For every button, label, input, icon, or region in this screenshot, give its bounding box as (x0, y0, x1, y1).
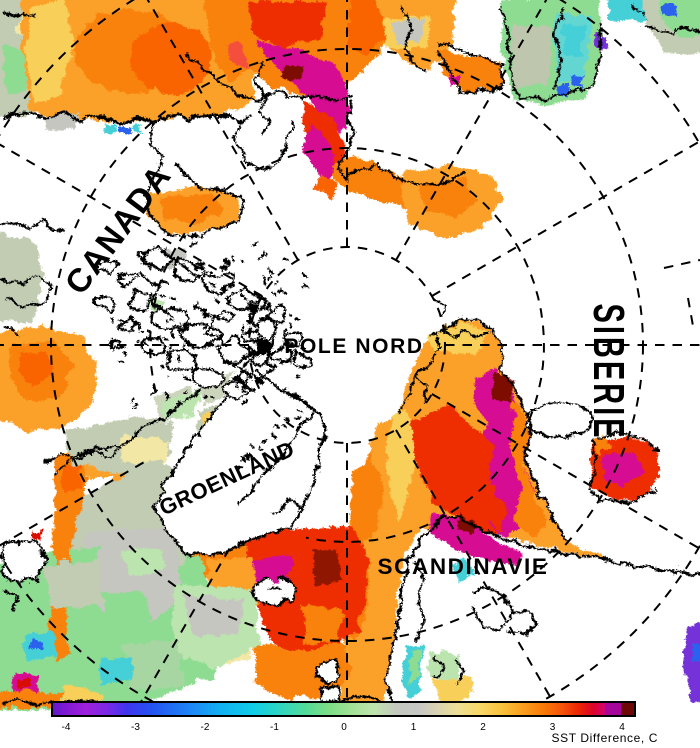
svg-text:1: 1 (411, 722, 417, 733)
svg-text:SST Difference, C: SST Difference, C (552, 731, 658, 745)
svg-text:SIBERIE: SIBERIE (585, 304, 633, 441)
svg-text:SCANDINAVIE: SCANDINAVIE (378, 554, 549, 579)
svg-text:2: 2 (480, 722, 486, 733)
svg-text:-3: -3 (131, 722, 140, 733)
svg-text:-4: -4 (62, 722, 71, 733)
svg-text:-1: -1 (270, 722, 279, 733)
svg-text:POLE NORD: POLE NORD (284, 335, 423, 358)
svg-text:4: 4 (619, 722, 625, 733)
svg-text:0: 0 (341, 722, 347, 733)
svg-text:-2: -2 (201, 722, 210, 733)
svg-text:3: 3 (550, 722, 556, 733)
